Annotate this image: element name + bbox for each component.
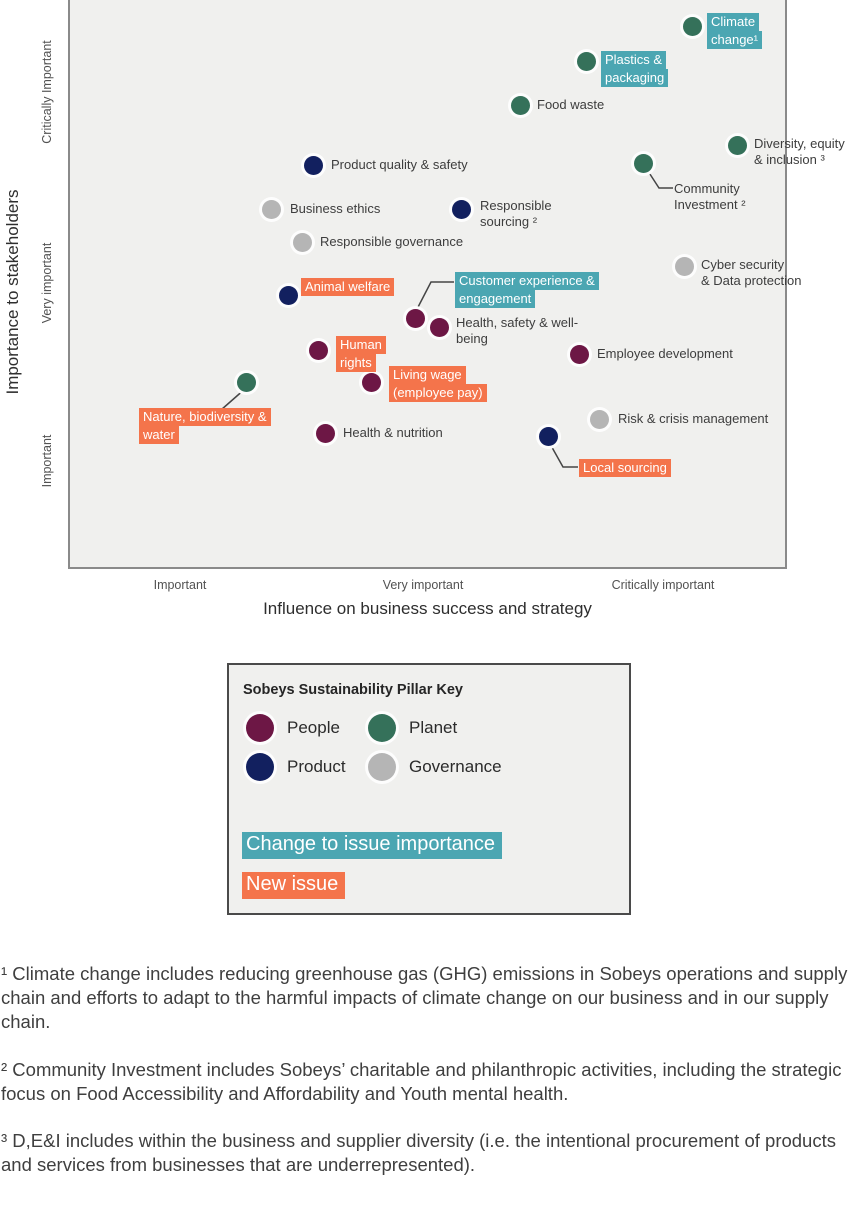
legend-label-product: Product xyxy=(287,756,346,776)
point-label-health-nutrition: Health & nutrition xyxy=(343,425,443,440)
legend-item-product: Product xyxy=(246,747,368,786)
point-dot-employee-development xyxy=(569,344,589,364)
legend-dot-governance xyxy=(368,752,396,781)
plot-area xyxy=(68,0,787,569)
point-dot-health-nutrition xyxy=(315,423,335,443)
point-label-business-ethics: Business ethics xyxy=(290,201,381,216)
point-label-risk-crisis-management: Risk & crisis management xyxy=(618,411,769,426)
y-tick-0: Critically Important xyxy=(40,40,54,144)
point-dot-animal-welfare xyxy=(278,285,298,305)
footnote-3: ³ D,E&I includes within the business and… xyxy=(1,1130,836,1176)
legend-label-governance: Governance xyxy=(409,756,502,776)
y-tick-1: Very important xyxy=(40,242,54,324)
point-dot-living-wage-employee-pay xyxy=(361,372,381,392)
point-label-climate-change: Climate change¹ xyxy=(707,13,762,49)
point-label-food-waste: Food waste xyxy=(537,97,605,112)
legend-title: Sobeys Sustainability Pillar Key xyxy=(243,682,463,698)
y-tick-2: Important xyxy=(40,434,54,488)
legend-item-governance: Governance xyxy=(368,747,538,786)
point-dot-nature-biodiversity-water xyxy=(236,372,256,392)
legend-dot-product xyxy=(246,752,274,781)
legend-item-planet: Planet xyxy=(368,708,538,747)
x-axis-title: Influence on business success and strate… xyxy=(263,599,592,618)
legend-new-issue: New issue xyxy=(242,872,346,899)
point-label-animal-welfare: Animal welfare xyxy=(301,278,395,296)
point-dot-customer-experience-engagement xyxy=(405,308,425,328)
point-label-employee-development: Employee development xyxy=(597,346,733,361)
y-axis-title: Importance to stakeholders xyxy=(3,189,22,395)
point-label-responsible-sourcing: Responsible sourcing ² xyxy=(480,198,552,229)
legend-label-planet: Planet xyxy=(409,717,458,737)
x-tick-2: Critically important xyxy=(611,578,715,592)
point-label-local-sourcing: Local sourcing xyxy=(579,459,671,477)
legend-item-people: People xyxy=(246,708,368,747)
legend-pillar-grid: People Planet Product Governance xyxy=(246,708,538,786)
point-dot-responsible-governance xyxy=(292,232,312,252)
point-dot-local-sourcing xyxy=(538,426,558,446)
point-label-health-safety-wellbeing: Health, safety & well-being xyxy=(456,315,579,346)
point-label-nature-biodiversity-water: Nature, biodiversity & water xyxy=(139,408,271,444)
point-dot-climate-change xyxy=(682,16,702,36)
point-label-community-investment: Community Investment ² xyxy=(674,181,746,212)
legend-dot-people xyxy=(246,713,274,742)
legend-dot-planet xyxy=(368,713,396,742)
point-dot-plastics-packaging xyxy=(576,51,596,71)
x-tick-0: Important xyxy=(153,578,207,592)
point-dot-community-investment xyxy=(633,153,653,173)
point-dot-human-rights xyxy=(308,340,328,360)
point-label-plastics-packaging: Plastics & packaging xyxy=(601,51,669,87)
legend-label-people: People xyxy=(287,717,340,737)
point-label-responsible-governance: Responsible governance xyxy=(320,234,464,249)
point-label-diversity-equity-inclusion: Diversity, equity & inclusion ³ xyxy=(754,136,845,167)
point-dot-responsible-sourcing xyxy=(451,199,471,219)
point-label-human-rights: Human rights xyxy=(336,336,386,372)
point-dot-risk-crisis-management xyxy=(589,409,609,429)
point-dot-food-waste xyxy=(510,95,530,115)
footnote-1: ¹ Climate change includes reducing green… xyxy=(1,963,848,1033)
point-label-product-quality-safety: Product quality & safety xyxy=(331,157,468,172)
footnote-2: ² Community Investment includes Sobeys’ … xyxy=(1,1058,842,1104)
point-dot-business-ethics xyxy=(261,199,281,219)
point-dot-product-quality-safety xyxy=(303,155,323,175)
point-label-customer-experience-engagement: Customer experience & engagement xyxy=(455,272,599,308)
x-tick-1: Very important xyxy=(382,578,464,592)
point-dot-diversity-equity-inclusion xyxy=(727,135,747,155)
legend-change-to-issue-importance: Change to issue importance xyxy=(242,832,503,859)
point-dot-health-safety-wellbeing xyxy=(429,317,449,337)
footnotes: ¹ Climate change includes reducing green… xyxy=(1,962,857,1201)
point-label-living-wage-employee-pay: Living wage (employee pay) xyxy=(389,366,487,402)
point-label-cyber-security-data-protection: Cyber security & Data protection xyxy=(701,257,802,288)
point-dot-cyber-security-data-protection xyxy=(674,256,694,276)
legend-box: Sobeys Sustainability Pillar Key People P… xyxy=(227,663,631,915)
